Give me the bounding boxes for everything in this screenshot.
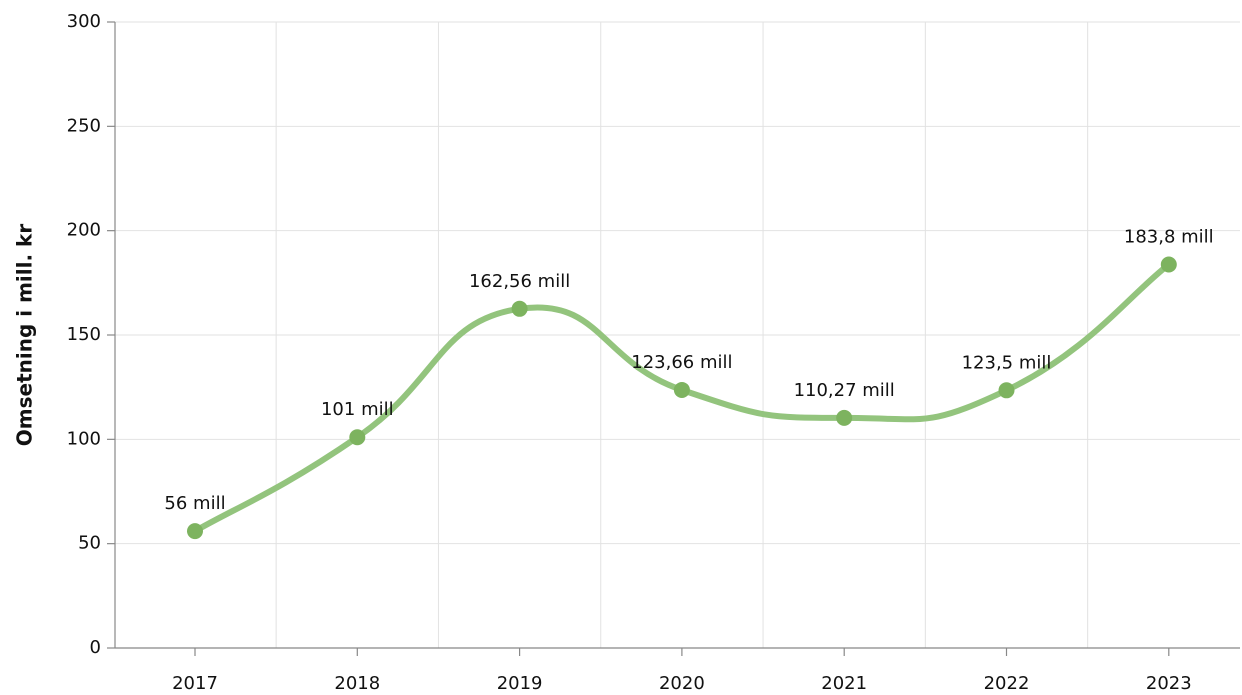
point: [187, 523, 203, 540]
data-label: 162,56 mill: [469, 271, 570, 292]
x-tick-label: 2017: [172, 673, 218, 694]
x-tick-label: 2019: [497, 673, 543, 694]
point: [998, 382, 1015, 399]
y-tick-label: 150: [67, 324, 101, 345]
point: [1160, 256, 1177, 273]
y-tick-label: 200: [67, 220, 101, 241]
x-tick-label: 2020: [659, 673, 705, 694]
data-label: 110,27 mill: [794, 380, 895, 401]
point: [836, 409, 853, 426]
point: [349, 429, 366, 446]
y-tick-label: 100: [67, 428, 101, 449]
x-tick-label: 2022: [984, 673, 1030, 694]
x-tick-label: 2023: [1146, 673, 1192, 694]
data-label: 123,66 mill: [631, 352, 732, 373]
y-tick-label: 0: [90, 637, 101, 658]
y-tick-label: 50: [78, 533, 101, 554]
data-label: 123,5 mill: [962, 352, 1052, 373]
point: [511, 300, 528, 317]
y-tick-label: 250: [67, 115, 101, 136]
x-tick-label: 2021: [821, 673, 867, 694]
x-tick-label: 2018: [334, 673, 380, 694]
data-label: 101 mill: [321, 399, 394, 420]
point: [673, 381, 690, 398]
y-axis-label: Omsetning i mill. kr: [13, 224, 37, 447]
data-label: 183,8 mill: [1124, 226, 1214, 247]
data-label: 56 mill: [164, 493, 225, 514]
y-tick-label: 300: [67, 11, 101, 32]
